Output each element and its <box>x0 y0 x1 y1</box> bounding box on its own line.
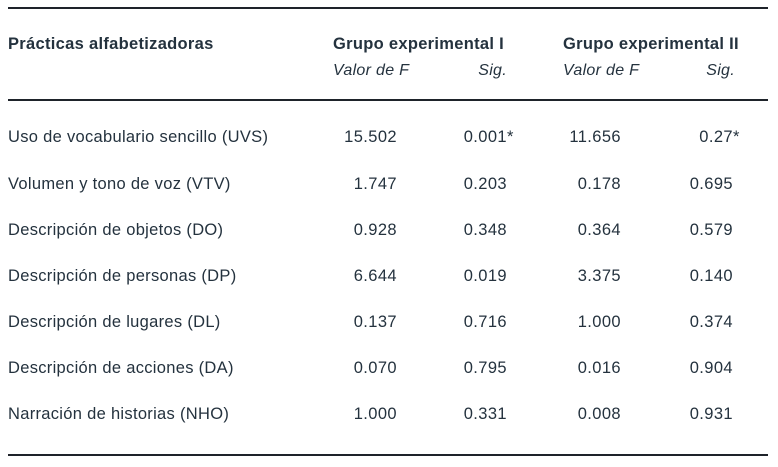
cell-g2-f: 11.656 <box>569 127 621 146</box>
cell-g2-sig: 0.579 <box>621 207 733 253</box>
sig-value: 0.140 <box>689 266 733 285</box>
row-label: Descripción de lugares (DL) <box>8 312 221 331</box>
sig-value: 0.904 <box>689 358 733 377</box>
cell-g1-f: 0.928 <box>353 220 397 239</box>
group-header-experimental-2: Grupo experimental II <box>563 35 739 53</box>
cell-g1-sig: 0.019 <box>397 253 507 299</box>
table-body: Uso de vocabulario sencillo (UVS) 15.502… <box>8 101 768 454</box>
subheader-valor-f-1: Valor de F <box>333 62 410 79</box>
row-label: Descripción de acciones (DA) <box>8 358 234 377</box>
cell-g2-f: 3.375 <box>577 266 621 285</box>
cell-g2-f: 1.000 <box>577 312 621 331</box>
sig-value: 0.579 <box>689 220 733 239</box>
cell-g1-sig: 0.331 <box>397 391 507 437</box>
cell-g2-f: 0.364 <box>577 220 621 239</box>
cell-g2-sig: 0.931 <box>621 391 733 437</box>
sig-value: 0.374 <box>689 312 733 331</box>
row-label: Narración de historias (NHO) <box>8 404 230 423</box>
row-label: Descripción de personas (DP) <box>8 266 237 285</box>
cell-g1-f: 6.644 <box>353 266 397 285</box>
sig-value: 0.27 <box>699 127 733 146</box>
sig-value: 0.795 <box>463 358 507 377</box>
sig-value: 0.695 <box>689 174 733 193</box>
cell-g1-f: 0.137 <box>353 312 397 331</box>
cell-g1-sig: 0.348 <box>397 207 507 253</box>
cell-g2-sig: 0.374 <box>621 299 733 345</box>
cell-g1-sig: 0.795 <box>397 345 507 391</box>
sig-value: 0.348 <box>463 220 507 239</box>
cell-g2-f: 0.008 <box>577 404 621 423</box>
results-table: Prácticas alfabetizadoras Grupo experime… <box>8 7 768 456</box>
cell-g2-sig: 0.695 <box>621 161 733 207</box>
cell-g1-sig: 0.716 <box>397 299 507 345</box>
subheader-sig-2: Sig. <box>706 62 735 79</box>
cell-g1-f: 1.747 <box>353 174 397 193</box>
cell-g2-sig: 0.904 <box>621 345 733 391</box>
cell-g1-f: 15.502 <box>344 127 397 146</box>
sig-value: 0.203 <box>463 174 507 193</box>
cell-g2-sig: 0.27 * <box>699 127 740 146</box>
sig-value: 0.001 <box>463 127 507 146</box>
subheader-valor-f-2: Valor de F <box>563 62 640 79</box>
column-header-practicas: Prácticas alfabetizadoras <box>8 35 214 53</box>
group-header-experimental-1: Grupo experimental I <box>333 35 505 53</box>
cell-g1-sig: 0.203 <box>397 161 507 207</box>
row-label: Volumen y tono de voz (VTV) <box>8 174 231 193</box>
cell-g2-f: 0.178 <box>577 174 621 193</box>
sig-value: 0.716 <box>463 312 507 331</box>
row-label: Uso de vocabulario sencillo (UVS) <box>8 127 269 146</box>
cell-g1-sig: 0.001 * <box>463 127 514 146</box>
sig-value: 0.019 <box>463 266 507 285</box>
cell-g1-f: 1.000 <box>353 404 397 423</box>
sig-value: 0.931 <box>689 404 733 423</box>
sig-value: 0.331 <box>463 404 507 423</box>
cell-g2-f: 0.016 <box>577 358 621 377</box>
row-label: Descripción de objetos (DO) <box>8 220 224 239</box>
table-header: Prácticas alfabetizadoras Grupo experime… <box>8 9 768 101</box>
subheader-sig-1: Sig. <box>478 62 507 79</box>
cell-g2-sig: 0.140 <box>621 253 733 299</box>
cell-g1-f: 0.070 <box>353 358 397 377</box>
